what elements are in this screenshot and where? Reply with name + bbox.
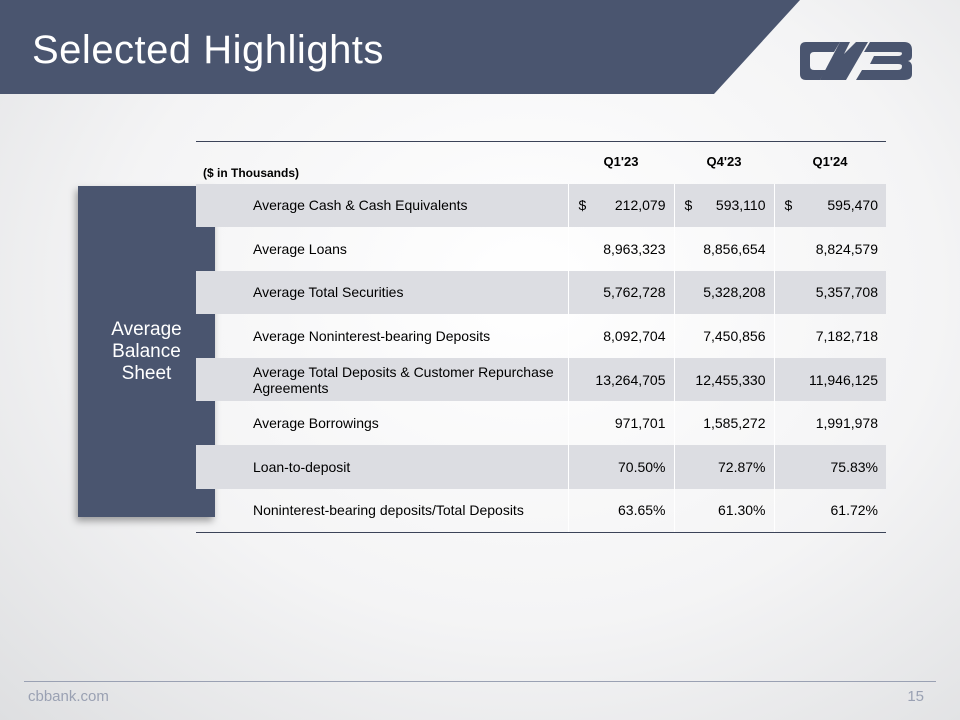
table-row: Average Total Securities 5,762,728 5,328… xyxy=(196,270,886,315)
table-row: Noninterest-bearing deposits/Total Depos… xyxy=(196,488,886,533)
row-label: Average Loans xyxy=(253,240,347,257)
row-label: Average Borrowings xyxy=(253,415,379,432)
cell-value: 72.87% xyxy=(673,445,774,489)
table-header-row: ($ in Thousands) Q1'23 Q4'23 Q1'24 xyxy=(196,141,886,184)
table-row: Average Cash & Cash Equivalents $212,079… xyxy=(196,183,886,228)
cell-value: 5,328,208 xyxy=(673,270,774,315)
row-label: Loan-to-deposit xyxy=(196,445,568,489)
cell-value: 7,450,856 xyxy=(673,314,774,358)
currency-symbol: $ xyxy=(578,197,587,214)
cell-value: 63.65% xyxy=(567,488,674,533)
side-panel: Average Balance Sheet xyxy=(78,186,215,517)
row-label: Average Total Securities xyxy=(196,270,568,315)
footer-site: cbbank.com xyxy=(28,688,109,705)
cell-value: 1,585,272 xyxy=(673,401,774,446)
cell-value: 75.83% xyxy=(773,445,886,489)
cell-value: 61.72% xyxy=(773,488,886,533)
cell-value: 11,946,125 xyxy=(773,357,886,402)
table-row: Average Loans 8,963,323 8,856,654 8,824,… xyxy=(196,227,886,271)
currency-symbol: $ xyxy=(684,197,693,214)
cell-value: 8,092,704 xyxy=(567,314,674,358)
cvb-logo-mark xyxy=(800,42,912,80)
row-label: Average Noninterest-bearing Deposits xyxy=(253,328,491,345)
cell-number: 593,110 xyxy=(715,197,766,214)
cell-value: 8,824,579 xyxy=(773,227,886,271)
highlights-table: ($ in Thousands) Q1'23 Q4'23 Q1'24 Avera… xyxy=(196,141,886,533)
column-header: Q1'23 xyxy=(568,141,674,184)
side-panel-label: Average Balance Sheet xyxy=(111,318,182,384)
table-row: Average Borrowings 971,701 1,585,272 1,9… xyxy=(196,401,886,446)
cell-value: 61.30% xyxy=(673,488,774,533)
row-label: Noninterest-bearing deposits/Total Depos… xyxy=(196,488,568,533)
table-row: Average Total Deposits & Customer Repurc… xyxy=(196,357,886,402)
page-title: Selected Highlights xyxy=(32,28,384,72)
footer-divider xyxy=(24,681,936,682)
title-banner: Selected Highlights xyxy=(0,0,960,96)
page-number: 15 xyxy=(907,688,924,705)
cell-value: 7,182,718 xyxy=(773,314,886,358)
title-banner-shape xyxy=(0,0,800,94)
table-row: Loan-to-deposit 70.50% 72.87% 75.83% xyxy=(196,445,886,489)
cell-value: 1,991,978 xyxy=(773,401,886,446)
column-header: Q1'24 xyxy=(774,141,886,184)
cell-value: $593,110 xyxy=(673,183,774,228)
cell-value: 8,963,323 xyxy=(567,227,674,271)
table-row: Average Noninterest-bearing Deposits 8,0… xyxy=(196,314,886,358)
cvb-logo xyxy=(798,36,914,84)
cell-value: $212,079 xyxy=(567,183,674,228)
cell-number: 212,079 xyxy=(614,197,666,214)
row-label: Average Total Deposits & Customer Repurc… xyxy=(196,357,568,402)
cell-value: 971,701 xyxy=(567,401,674,446)
cell-value: 12,455,330 xyxy=(673,357,774,402)
currency-symbol: $ xyxy=(784,197,793,214)
cell-value: 70.50% xyxy=(567,445,674,489)
cell-value: 5,762,728 xyxy=(567,270,674,315)
row-label: Average Cash & Cash Equivalents xyxy=(196,183,568,228)
cell-value: 5,357,708 xyxy=(773,270,886,315)
highlights-table-wrap: ($ in Thousands) Q1'23 Q4'23 Q1'24 Avera… xyxy=(196,141,886,533)
cell-value: 8,856,654 xyxy=(673,227,774,271)
units-label: ($ in Thousands) xyxy=(196,141,568,184)
cell-value: 13,264,705 xyxy=(567,357,674,402)
column-header: Q4'23 xyxy=(674,141,774,184)
cell-number: 595,470 xyxy=(827,197,878,214)
cell-value: $595,470 xyxy=(773,183,886,228)
